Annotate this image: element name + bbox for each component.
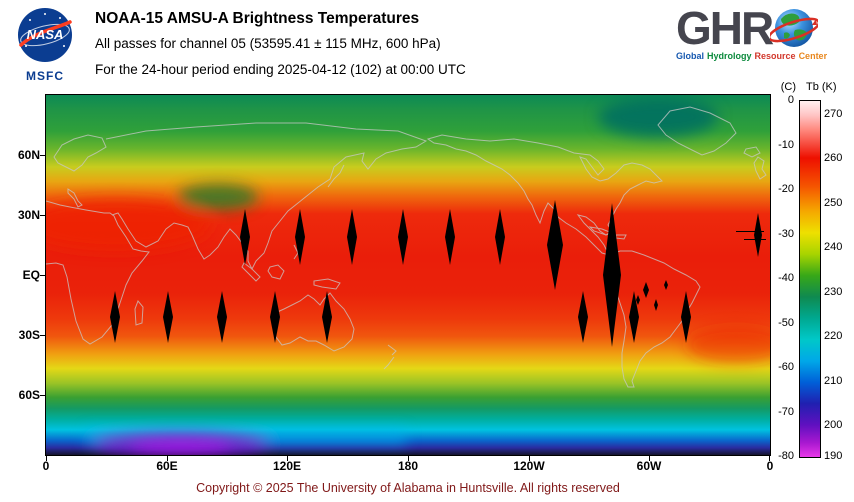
nasa-msfc-label: MSFC — [26, 69, 64, 83]
x-axis-label-60w: 60W — [636, 459, 662, 473]
x-axis-tick — [167, 456, 168, 461]
x-axis-tick — [529, 456, 530, 461]
copyright-notice: Copyright © 2025 The University of Alaba… — [196, 481, 620, 495]
colorbar-unit-kelvin: Tb (K) — [806, 81, 837, 93]
colorbar-kelvin-label: 210 — [824, 375, 843, 387]
colorbar-celsius-label: -30 — [778, 228, 794, 240]
y-axis-tick — [40, 275, 45, 276]
y-axis-tick — [40, 335, 45, 336]
colorbar-kelvin-label: 220 — [824, 330, 843, 342]
y-axis-label-60s: 60S — [18, 388, 40, 402]
uk-outline — [753, 156, 767, 180]
y-axis-label-30n: 30N — [17, 208, 40, 222]
colorbar-unit-celsius: (C) — [780, 81, 796, 93]
colorbar — [799, 100, 821, 458]
data-gap-diamonds — [110, 200, 766, 347]
ghrc-word-resource: Resource — [754, 51, 796, 61]
y-axis-tick — [40, 215, 45, 216]
colorbar-celsius-label: -60 — [778, 361, 794, 373]
colorbar-kelvin-label: 260 — [824, 152, 843, 164]
colorbar-celsius-label: -80 — [778, 450, 794, 462]
x-axis-label-180: 180 — [397, 459, 419, 473]
x-axis-label-0w: 0 — [766, 459, 774, 473]
brightness-temperature-map — [45, 94, 771, 456]
x-axis-tick — [46, 456, 47, 461]
asia-outline — [105, 122, 428, 271]
y-axis-tick — [40, 395, 45, 396]
x-axis-label-120e: 120E — [272, 459, 302, 473]
x-axis-label-60e: 60E — [156, 459, 178, 473]
nasa-wordmark: NASA — [27, 27, 64, 42]
nasa-logo: NASA MSFC — [12, 6, 78, 83]
colorbar-kelvin-label: 270 — [824, 108, 843, 120]
italy-outline — [67, 188, 83, 208]
y-axis-tick — [40, 155, 45, 156]
new-guinea-outline — [313, 278, 341, 290]
colorbar-celsius-label: -20 — [778, 183, 794, 195]
page-title: NOAA-15 AMSU-A Brightness Temperatures — [95, 10, 420, 27]
y-axis-label-60n: 60N — [17, 148, 40, 162]
x-axis-label-120w: 120W — [513, 459, 545, 473]
nasa-meatball-icon: NASA — [18, 8, 72, 62]
colorbar-kelvin-label: 250 — [824, 197, 843, 209]
madagascar-outline — [134, 300, 144, 326]
ghrc-globe-icon — [770, 9, 819, 47]
y-axis-label-30s: 30S — [18, 328, 40, 342]
map-heatmap — [46, 95, 770, 455]
borneo-outline — [267, 264, 285, 280]
x-axis-tick — [769, 456, 770, 461]
latitude-gradient — [46, 95, 770, 455]
colorbar-celsius-label: -40 — [778, 272, 794, 284]
colorbar-kelvin-label: 240 — [824, 241, 843, 253]
x-axis-label-0e: 0 — [42, 459, 50, 473]
ghrc-word-center: Center — [798, 51, 828, 61]
x-axis-tick — [649, 456, 650, 461]
colorbar-celsius-label: 0 — [787, 94, 794, 106]
subtitle-period: For the 24-hour period ending 2025-04-12… — [95, 62, 466, 77]
south-america-outline — [607, 250, 701, 388]
colorbar-celsius-label: -50 — [778, 317, 794, 329]
ghrc-word-hydrology: Hydrology — [707, 51, 752, 61]
colorbar-kelvin-label: 190 — [824, 450, 843, 462]
x-axis-tick — [287, 456, 288, 461]
colorbar-kelvin-label: 200 — [824, 419, 843, 431]
ghrc-logo: GHR Global Hydrology Resource Center — [676, 2, 848, 61]
japan-outline — [327, 164, 345, 188]
colorbar-kelvin-label: 230 — [824, 286, 843, 298]
y-axis-label-eq: EQ — [22, 268, 40, 282]
africa-outline — [46, 200, 150, 345]
greenland-outline — [657, 106, 737, 156]
x-axis-tick — [408, 456, 409, 461]
ghrc-word-global: Global — [676, 51, 705, 61]
sumatra-outline — [241, 262, 261, 282]
ghrc-caption: Global Hydrology Resource Center — [676, 51, 848, 61]
regional-anomalies — [46, 97, 770, 455]
iceland-outline — [743, 146, 761, 158]
europe-scandinavia-outline — [53, 134, 107, 172]
colorbar-celsius-label: -10 — [778, 139, 794, 151]
colorbar-celsius-label: -70 — [778, 406, 794, 418]
australia-outline — [271, 292, 355, 352]
ghrc-letters: GHR — [676, 2, 774, 54]
subtitle-channel: All passes for channel 05 (53595.41 ± 11… — [95, 36, 441, 51]
new-zealand-outline — [383, 344, 397, 370]
